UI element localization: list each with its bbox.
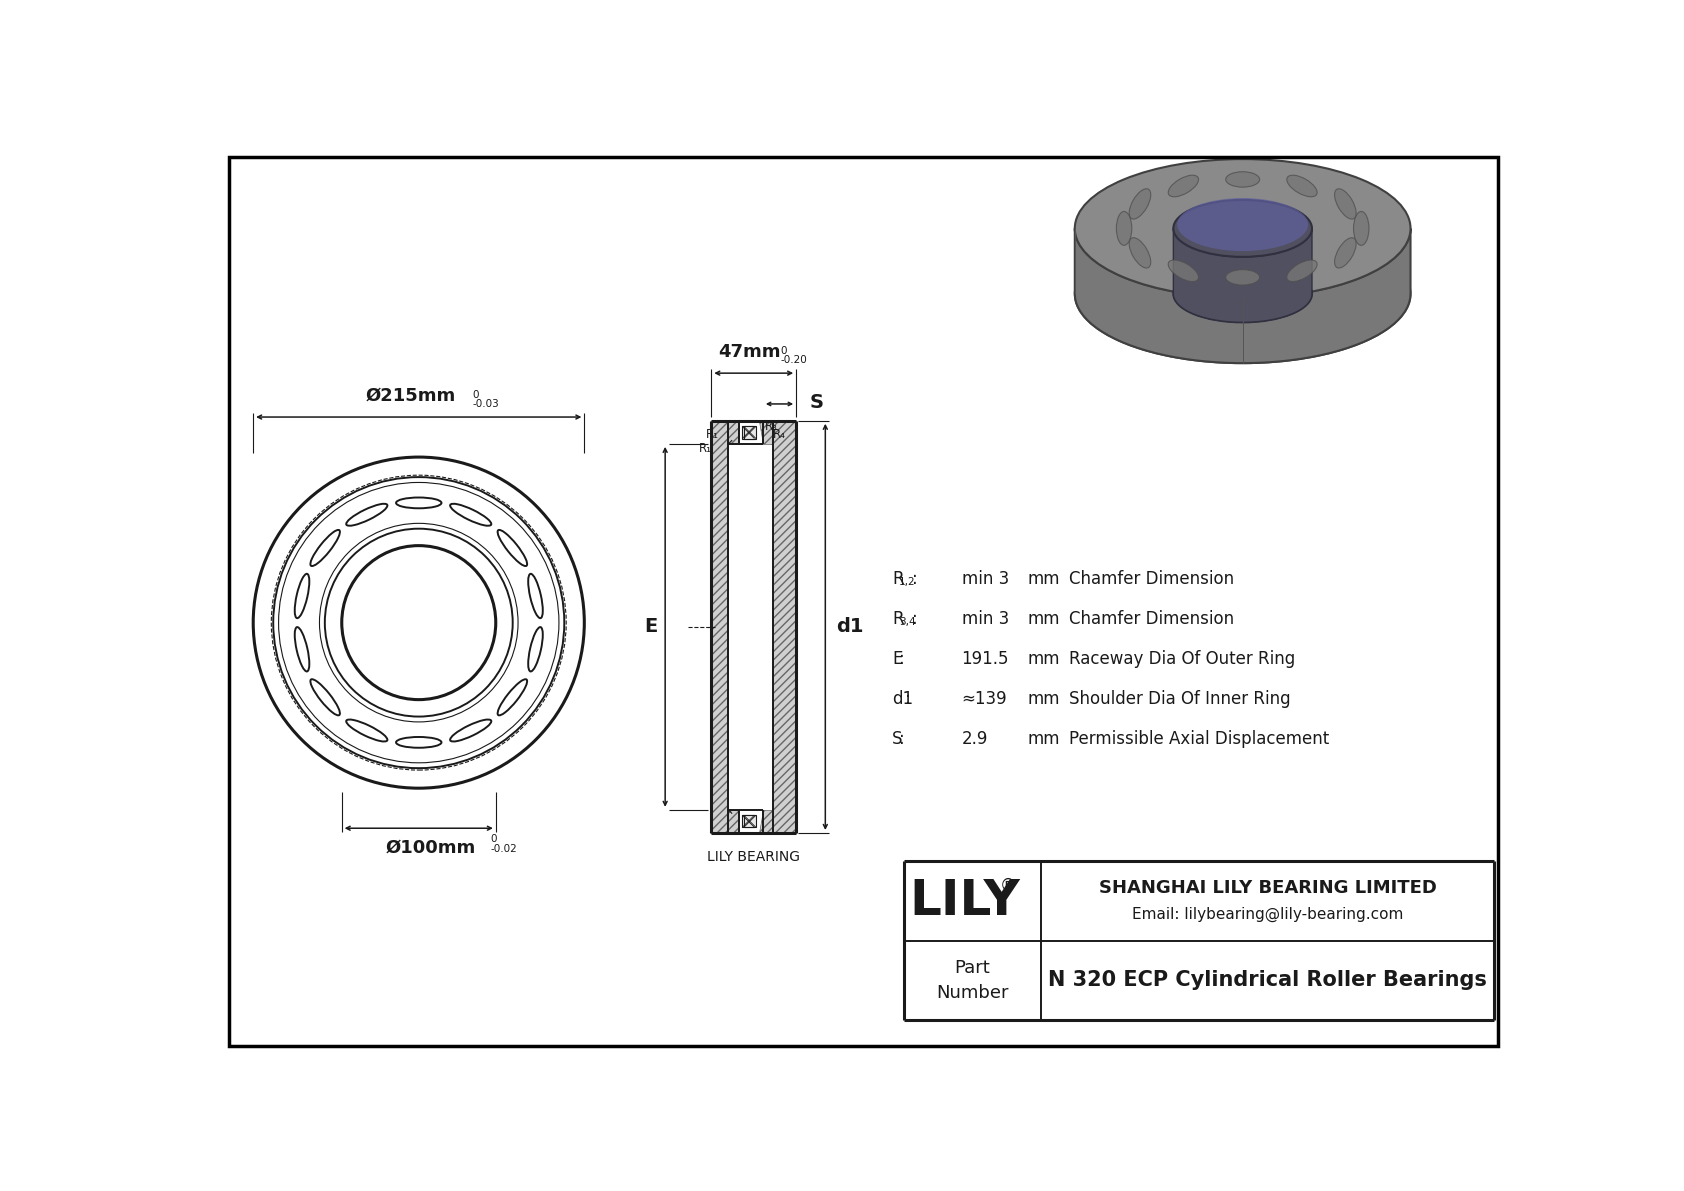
Text: R₃: R₃ xyxy=(765,420,778,434)
Text: :: : xyxy=(899,650,904,668)
Text: -0.03: -0.03 xyxy=(473,399,500,410)
Ellipse shape xyxy=(310,679,340,716)
Text: min 3: min 3 xyxy=(962,569,1009,587)
Text: 3,4: 3,4 xyxy=(899,617,916,626)
Text: R: R xyxy=(893,610,904,628)
Text: mm: mm xyxy=(1027,690,1059,707)
Text: mm: mm xyxy=(1027,610,1059,628)
Ellipse shape xyxy=(1130,238,1150,268)
Text: ≈139: ≈139 xyxy=(962,690,1007,707)
Text: Permissible Axial Displacement: Permissible Axial Displacement xyxy=(1069,730,1330,748)
Ellipse shape xyxy=(1174,266,1312,323)
Ellipse shape xyxy=(1226,172,1260,187)
Text: -0.02: -0.02 xyxy=(490,843,517,854)
Ellipse shape xyxy=(347,719,387,742)
Text: 1,2: 1,2 xyxy=(899,576,916,587)
Polygon shape xyxy=(773,420,797,833)
Text: 2.9: 2.9 xyxy=(962,730,989,748)
Text: S: S xyxy=(893,730,903,748)
Text: R₁: R₁ xyxy=(699,442,712,455)
Ellipse shape xyxy=(529,574,542,618)
Ellipse shape xyxy=(295,574,310,618)
Polygon shape xyxy=(759,810,773,833)
Text: d1: d1 xyxy=(835,617,864,636)
Polygon shape xyxy=(759,420,773,444)
Text: Part
Number: Part Number xyxy=(936,959,1009,1002)
Polygon shape xyxy=(711,420,727,833)
Text: 0: 0 xyxy=(490,835,497,844)
Text: d1: d1 xyxy=(893,690,913,707)
Polygon shape xyxy=(727,810,739,833)
Text: :: : xyxy=(906,690,911,707)
Ellipse shape xyxy=(396,498,441,509)
Polygon shape xyxy=(744,815,756,828)
Ellipse shape xyxy=(1335,238,1356,268)
Polygon shape xyxy=(1074,229,1411,363)
Text: Ø100mm: Ø100mm xyxy=(386,838,475,858)
Text: mm: mm xyxy=(1027,569,1059,587)
Text: R₁: R₁ xyxy=(706,428,719,441)
Text: 0: 0 xyxy=(781,347,786,356)
Ellipse shape xyxy=(1287,175,1317,197)
Ellipse shape xyxy=(450,504,492,525)
Text: SHANGHAI LILY BEARING LIMITED: SHANGHAI LILY BEARING LIMITED xyxy=(1098,879,1436,897)
Text: N 320 ECP Cylindrical Roller Bearings: N 320 ECP Cylindrical Roller Bearings xyxy=(1047,971,1487,990)
Ellipse shape xyxy=(497,530,527,566)
Text: 47mm: 47mm xyxy=(719,343,781,361)
Text: S: S xyxy=(810,393,823,412)
Text: :: : xyxy=(899,730,904,748)
Ellipse shape xyxy=(347,504,387,525)
Polygon shape xyxy=(744,426,756,438)
Text: Shoulder Dia Of Inner Ring: Shoulder Dia Of Inner Ring xyxy=(1069,690,1292,707)
Text: :: : xyxy=(911,569,918,587)
Ellipse shape xyxy=(1169,175,1199,197)
Text: mm: mm xyxy=(1027,730,1059,748)
Ellipse shape xyxy=(1177,198,1308,251)
Ellipse shape xyxy=(529,628,542,672)
Text: LILY: LILY xyxy=(909,877,1021,925)
Ellipse shape xyxy=(310,530,340,566)
Text: Raceway Dia Of Outer Ring: Raceway Dia Of Outer Ring xyxy=(1069,650,1295,668)
Polygon shape xyxy=(727,420,739,444)
Text: Chamfer Dimension: Chamfer Dimension xyxy=(1069,569,1234,587)
Polygon shape xyxy=(743,815,754,828)
Ellipse shape xyxy=(1287,260,1317,281)
Ellipse shape xyxy=(1116,212,1132,245)
Text: Email: lilybearing@lily-bearing.com: Email: lilybearing@lily-bearing.com xyxy=(1132,906,1403,922)
Text: -0.20: -0.20 xyxy=(781,355,807,366)
Ellipse shape xyxy=(497,679,527,716)
Text: :: : xyxy=(911,610,918,628)
Ellipse shape xyxy=(1226,269,1260,285)
Text: Chamfer Dimension: Chamfer Dimension xyxy=(1069,610,1234,628)
Ellipse shape xyxy=(396,737,441,748)
Text: LILY BEARING: LILY BEARING xyxy=(707,850,800,863)
Ellipse shape xyxy=(1130,188,1150,219)
Ellipse shape xyxy=(1174,200,1312,257)
Ellipse shape xyxy=(1074,160,1411,298)
Text: E: E xyxy=(893,650,903,668)
Polygon shape xyxy=(743,426,754,438)
Text: Ø215mm: Ø215mm xyxy=(365,387,456,405)
Text: ®: ® xyxy=(1000,877,1015,894)
Ellipse shape xyxy=(1074,225,1411,363)
Polygon shape xyxy=(1174,229,1312,323)
Ellipse shape xyxy=(295,628,310,672)
Text: 191.5: 191.5 xyxy=(962,650,1009,668)
Text: 0: 0 xyxy=(473,391,480,400)
Text: E: E xyxy=(645,617,658,636)
Text: R: R xyxy=(893,569,904,587)
Ellipse shape xyxy=(1335,188,1356,219)
Text: min 3: min 3 xyxy=(962,610,1009,628)
Text: mm: mm xyxy=(1027,650,1059,668)
Text: R₄: R₄ xyxy=(773,428,786,441)
Ellipse shape xyxy=(1169,260,1199,281)
Ellipse shape xyxy=(1354,212,1369,245)
Ellipse shape xyxy=(450,719,492,742)
